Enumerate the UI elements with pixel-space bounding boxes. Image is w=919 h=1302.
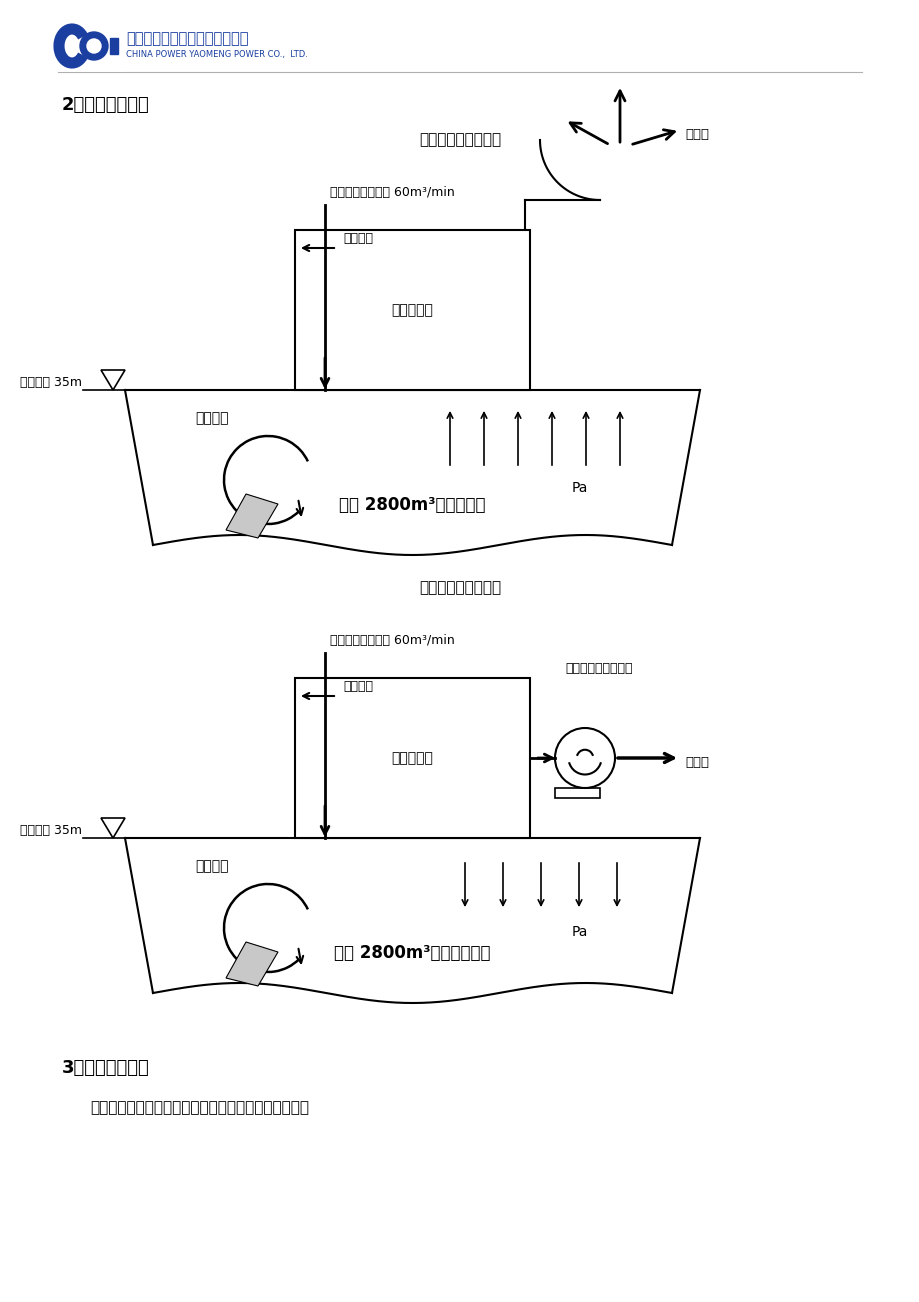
Circle shape [80,33,108,60]
Text: 进灰通畅: 进灰通畅 [195,859,228,874]
Text: 压缩空气: 压缩空气 [343,232,372,245]
FancyBboxPatch shape [49,21,127,72]
Text: 灰库 2800m³，内部正压: 灰库 2800m³，内部正压 [339,496,485,514]
Bar [295,230,529,391]
Text: Pa: Pa [572,924,587,939]
Text: 排大气: 排大气 [685,129,709,142]
Text: 新增风机，强制排气: 新增风机，强制排气 [564,661,632,674]
Text: 布袋除尘器: 布袋除尘器 [391,751,433,766]
Text: 改前排气状况示意图: 改前排气状况示意图 [418,133,501,147]
Text: 压缩空气: 压缩空气 [343,680,372,693]
Text: Pa: Pa [572,480,587,495]
Text: 灰库 2800m³，内部微负压: 灰库 2800m³，内部微负压 [334,944,490,962]
Text: CHINA POWER YAOMENG POWER CO.,  LTD.: CHINA POWER YAOMENG POWER CO., LTD. [126,49,308,59]
Polygon shape [226,943,278,986]
Text: 布袋除尘器: 布袋除尘器 [391,303,433,316]
Text: 本次改造目的是增加风机，强制排气，减小库内压力。: 本次改造目的是增加风机，强制排气，减小库内压力。 [90,1100,309,1116]
Circle shape [87,39,101,53]
Text: 排大气: 排大气 [685,756,709,769]
Polygon shape [226,493,278,538]
Text: 改后排气状况示意图: 改后排气状况示意图 [418,581,501,595]
Bar [554,788,599,798]
Text: 除尘器来灰，气量 60m³/min: 除尘器来灰，气量 60m³/min [330,185,454,198]
Bar [110,38,118,53]
Text: 库顶标高 35m: 库顶标高 35m [20,375,82,388]
Text: 2、改造原理图：: 2、改造原理图： [62,96,150,115]
Text: 除尘器来灰，气量 60m³/min: 除尘器来灰，气量 60m³/min [330,634,454,647]
Bar [295,678,529,838]
Text: 3、改造的可行性: 3、改造的可行性 [62,1059,150,1077]
Text: 库顶标高 35m: 库顶标高 35m [20,823,82,836]
Text: 进灰受阻: 进灰受阻 [195,411,228,424]
Text: 中国电力姚孟发电有限责任公司: 中国电力姚孟发电有限责任公司 [126,31,248,47]
